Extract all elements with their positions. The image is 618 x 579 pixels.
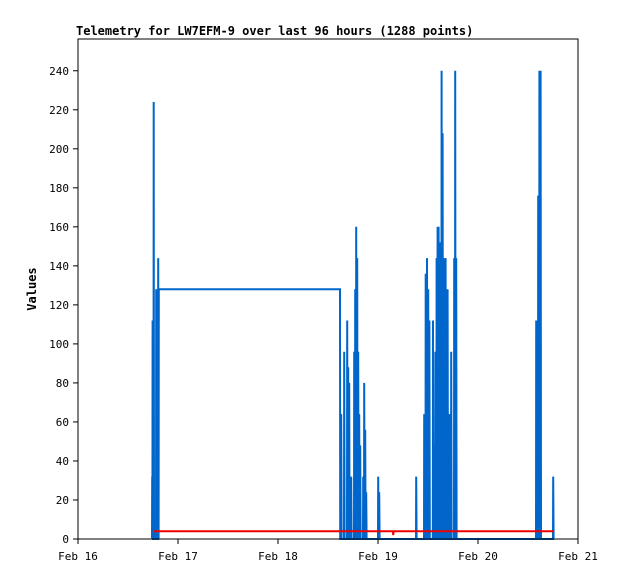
x-tick-label: Feb 18 bbox=[258, 550, 298, 563]
y-tick-label: 120 bbox=[49, 299, 69, 312]
x-tick-label: Feb 16 bbox=[58, 550, 98, 563]
y-tick-label: 160 bbox=[49, 221, 69, 234]
y-tick-label: 0 bbox=[62, 533, 69, 546]
series-line-2 bbox=[154, 530, 554, 536]
y-axis-label: Values bbox=[25, 267, 39, 310]
y-tick-label: 240 bbox=[49, 65, 69, 78]
x-tick-label: Feb 21 bbox=[558, 550, 598, 563]
y-tick-label: 180 bbox=[49, 182, 69, 195]
y-tick-label: 200 bbox=[49, 143, 69, 156]
series-layer bbox=[151, 70, 555, 540]
x-tick-label: Feb 17 bbox=[158, 550, 198, 563]
x-tick-label: Feb 19 bbox=[358, 550, 398, 563]
x-axis: Feb 16 Feb 17 Feb 18 Feb 19 Feb 20 Feb 21 bbox=[58, 539, 598, 563]
x-tick-label: Feb 20 bbox=[458, 550, 498, 563]
y-tick-label: 60 bbox=[56, 416, 69, 429]
y-tick-label: 40 bbox=[56, 455, 69, 468]
y-tick-label: 80 bbox=[56, 377, 69, 390]
y-tick-label: 100 bbox=[49, 338, 69, 351]
y-tick-label: 20 bbox=[56, 494, 69, 507]
chart-title: Telemetry for LW7EFM-9 over last 96 hour… bbox=[76, 24, 473, 38]
y-axis: 0 20 40 60 80 100 120 140 160 180 200 220 240 bbox=[49, 65, 78, 546]
y-tick-label: 220 bbox=[49, 104, 69, 117]
y-tick-label: 140 bbox=[49, 260, 69, 273]
